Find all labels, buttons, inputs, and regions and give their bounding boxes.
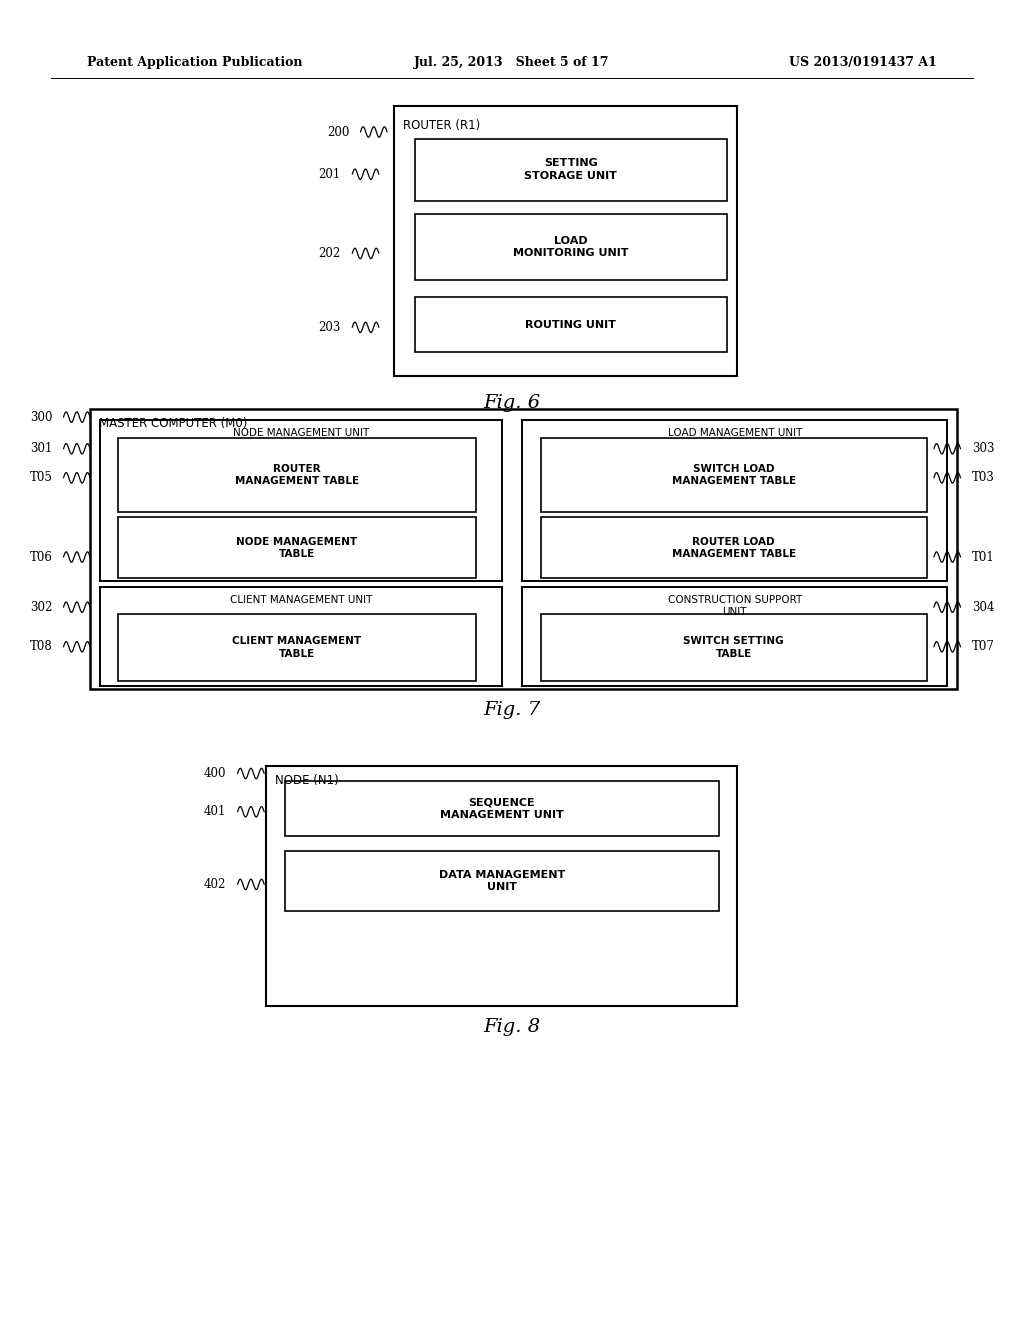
- Text: 400: 400: [204, 767, 226, 780]
- Bar: [541, 438, 927, 512]
- Bar: [266, 766, 737, 1006]
- Text: T07: T07: [972, 640, 994, 653]
- Text: Jul. 25, 2013   Sheet 5 of 17: Jul. 25, 2013 Sheet 5 of 17: [415, 55, 609, 69]
- Text: NODE MANAGEMENT UNIT: NODE MANAGEMENT UNIT: [232, 428, 370, 438]
- Text: US 2013/0191437 A1: US 2013/0191437 A1: [790, 55, 937, 69]
- Text: ROUTER LOAD
MANAGEMENT TABLE: ROUTER LOAD MANAGEMENT TABLE: [672, 537, 796, 558]
- Text: T03: T03: [972, 471, 994, 484]
- Bar: [415, 214, 727, 280]
- Text: 301: 301: [30, 442, 52, 455]
- Text: T01: T01: [972, 550, 994, 564]
- Text: 202: 202: [318, 247, 341, 260]
- Text: 304: 304: [972, 601, 994, 614]
- Text: 300: 300: [30, 411, 52, 424]
- Text: T08: T08: [30, 640, 52, 653]
- Text: T06: T06: [30, 550, 52, 564]
- Text: SWITCH SETTING
TABLE: SWITCH SETTING TABLE: [683, 636, 784, 659]
- Text: Fig. 8: Fig. 8: [483, 1018, 541, 1036]
- Text: MASTER COMPUTER (M0): MASTER COMPUTER (M0): [99, 417, 248, 430]
- Text: ROUTER
MANAGEMENT TABLE: ROUTER MANAGEMENT TABLE: [234, 465, 359, 486]
- Text: CONSTRUCTION SUPPORT
UNIT: CONSTRUCTION SUPPORT UNIT: [668, 595, 802, 616]
- Bar: [522, 587, 947, 686]
- Bar: [118, 438, 476, 512]
- Text: Fig. 6: Fig. 6: [483, 393, 541, 412]
- Text: SETTING
STORAGE UNIT: SETTING STORAGE UNIT: [524, 158, 617, 181]
- Text: 302: 302: [30, 601, 52, 614]
- Bar: [415, 297, 727, 352]
- Bar: [285, 851, 719, 911]
- Text: CLIENT MANAGEMENT
TABLE: CLIENT MANAGEMENT TABLE: [232, 636, 361, 659]
- Text: NODE MANAGEMENT
TABLE: NODE MANAGEMENT TABLE: [237, 537, 357, 558]
- Text: SWITCH LOAD
MANAGEMENT TABLE: SWITCH LOAD MANAGEMENT TABLE: [672, 465, 796, 486]
- Bar: [100, 587, 502, 686]
- Text: 303: 303: [972, 442, 994, 455]
- Text: 201: 201: [318, 168, 341, 181]
- Text: Patent Application Publication: Patent Application Publication: [87, 55, 302, 69]
- Bar: [90, 409, 957, 689]
- Text: NODE (N1): NODE (N1): [275, 774, 339, 787]
- Bar: [394, 106, 737, 376]
- Bar: [541, 517, 927, 578]
- Bar: [415, 139, 727, 201]
- Text: 402: 402: [204, 878, 226, 891]
- Text: 203: 203: [318, 321, 341, 334]
- Bar: [285, 781, 719, 836]
- Text: 401: 401: [204, 805, 226, 818]
- Text: LOAD MANAGEMENT UNIT: LOAD MANAGEMENT UNIT: [668, 428, 802, 438]
- Bar: [522, 420, 947, 581]
- Bar: [118, 517, 476, 578]
- Text: SEQUENCE
MANAGEMENT UNIT: SEQUENCE MANAGEMENT UNIT: [440, 797, 563, 820]
- Bar: [100, 420, 502, 581]
- Text: CLIENT MANAGEMENT UNIT: CLIENT MANAGEMENT UNIT: [229, 595, 373, 606]
- Text: 200: 200: [327, 125, 349, 139]
- Text: DATA MANAGEMENT
UNIT: DATA MANAGEMENT UNIT: [438, 870, 565, 892]
- Bar: [118, 614, 476, 681]
- Bar: [541, 614, 927, 681]
- Text: ROUTER (R1): ROUTER (R1): [403, 119, 480, 132]
- Text: T05: T05: [30, 471, 52, 484]
- Text: ROUTING UNIT: ROUTING UNIT: [525, 319, 616, 330]
- Text: LOAD
MONITORING UNIT: LOAD MONITORING UNIT: [513, 236, 629, 257]
- Text: Fig. 7: Fig. 7: [483, 701, 541, 719]
